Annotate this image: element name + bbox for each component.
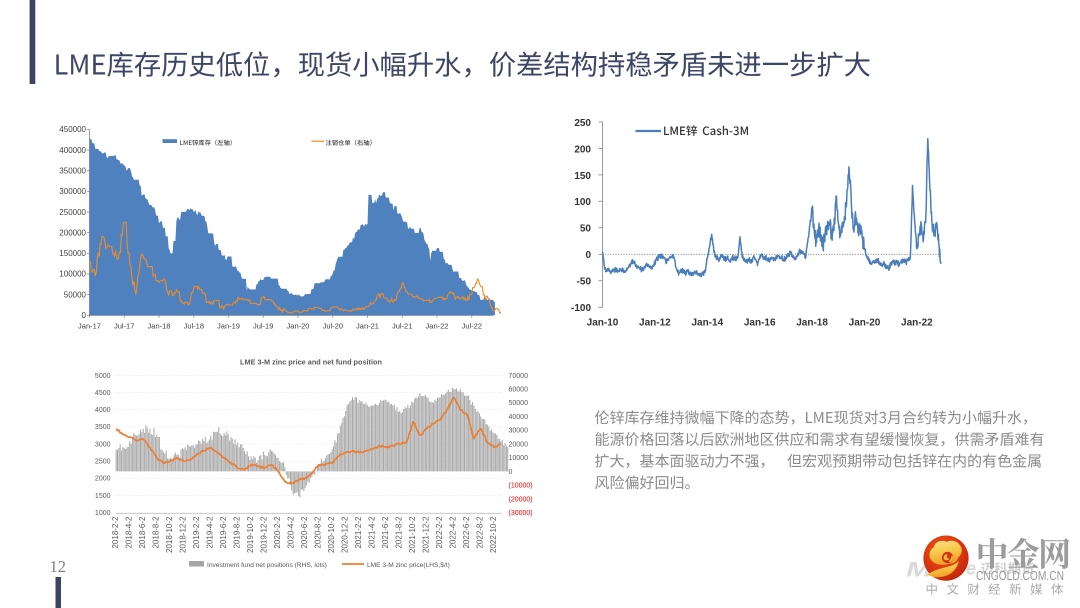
svg-text:Jul-19: Jul-19 — [253, 321, 273, 330]
svg-text:2020-2-2: 2020-2-2 — [273, 516, 282, 549]
svg-text:Jan-12: Jan-12 — [639, 318, 671, 329]
svg-text:70000: 70000 — [509, 373, 529, 380]
svg-text:2021-4-2: 2021-4-2 — [367, 516, 376, 549]
svg-text:3500: 3500 — [95, 424, 111, 431]
svg-text:3000: 3000 — [95, 441, 111, 448]
svg-text:2020-8-2: 2020-8-2 — [313, 516, 322, 549]
svg-text:-100: -100 — [571, 303, 591, 314]
svg-text:450000: 450000 — [59, 125, 86, 134]
svg-text:Jan-19: Jan-19 — [217, 321, 240, 330]
svg-text:2022-6-2: 2022-6-2 — [462, 516, 471, 549]
svg-text:Jan-10: Jan-10 — [587, 318, 619, 329]
svg-text:2018-12-2: 2018-12-2 — [178, 516, 187, 553]
svg-text:2019-10-2: 2019-10-2 — [246, 516, 255, 553]
svg-text:2022-8-2: 2022-8-2 — [475, 516, 484, 549]
svg-text:2019-12-2: 2019-12-2 — [259, 516, 268, 553]
svg-text:2018-2-2: 2018-2-2 — [111, 516, 120, 549]
svg-text:Jan-16: Jan-16 — [744, 318, 776, 329]
svg-text:CNGOLD.COM.CN: CNGOLD.COM.CN — [976, 568, 1064, 583]
svg-text:2000: 2000 — [95, 476, 111, 483]
svg-text:Investment fund net positions: Investment fund net positions (RHS, lots… — [207, 562, 327, 569]
svg-text:Jul-21: Jul-21 — [392, 321, 412, 330]
svg-text:2018-8-2: 2018-8-2 — [151, 516, 160, 549]
svg-text:100000: 100000 — [59, 270, 86, 279]
svg-text:200000: 200000 — [59, 228, 86, 237]
svg-text:250000: 250000 — [59, 208, 86, 217]
svg-text:LME 3-M zinc price(LHS,$/t): LME 3-M zinc price(LHS,$/t) — [367, 562, 450, 569]
svg-text:Jan-18: Jan-18 — [796, 318, 828, 329]
svg-text:2018-6-2: 2018-6-2 — [138, 516, 147, 549]
svg-text:2020-10-2: 2020-10-2 — [327, 516, 336, 553]
svg-text:150000: 150000 — [59, 249, 86, 258]
svg-text:200: 200 — [574, 144, 591, 155]
svg-text:Jul-17: Jul-17 — [114, 321, 134, 330]
svg-text:Jan-20: Jan-20 — [849, 318, 881, 329]
svg-text:2020-6-2: 2020-6-2 — [300, 516, 309, 549]
svg-text:2022-2-2: 2022-2-2 — [435, 516, 444, 549]
svg-text:2019-6-2: 2019-6-2 — [219, 516, 228, 549]
svg-text:2021-10-2: 2021-10-2 — [408, 516, 417, 553]
svg-text:4500: 4500 — [95, 390, 111, 397]
svg-text:Jul-22: Jul-22 — [462, 321, 482, 330]
svg-text:100: 100 — [574, 197, 591, 208]
svg-text:2019-2-2: 2019-2-2 — [192, 516, 201, 549]
svg-text:e: e — [966, 559, 976, 579]
svg-text:250: 250 — [574, 118, 591, 129]
svg-text:300000: 300000 — [59, 187, 86, 196]
svg-text:Jan-20: Jan-20 — [287, 321, 310, 330]
svg-text:(10000): (10000) — [509, 483, 533, 490]
svg-text:12: 12 — [50, 557, 67, 576]
svg-text:2019-4-2: 2019-4-2 — [205, 516, 214, 549]
svg-text:2018-10-2: 2018-10-2 — [165, 516, 174, 553]
svg-text:Jan-17: Jan-17 — [78, 321, 101, 330]
svg-text:2500: 2500 — [95, 459, 111, 466]
svg-text:2021-12-2: 2021-12-2 — [421, 516, 430, 553]
svg-text:20000: 20000 — [509, 441, 529, 448]
svg-text:0: 0 — [82, 311, 87, 320]
svg-text:5000: 5000 — [95, 373, 111, 380]
svg-text:2021-2-2: 2021-2-2 — [354, 516, 363, 549]
svg-text:Jan-22: Jan-22 — [426, 321, 449, 330]
svg-text:50000: 50000 — [509, 400, 529, 407]
svg-text:-50: -50 — [577, 277, 592, 288]
svg-text:(30000): (30000) — [509, 510, 533, 517]
svg-text:(20000): (20000) — [509, 496, 533, 503]
svg-text:50000: 50000 — [64, 290, 87, 299]
svg-text:50: 50 — [580, 224, 592, 235]
svg-text:30000: 30000 — [509, 428, 529, 435]
svg-text:Jul-20: Jul-20 — [323, 321, 343, 330]
svg-text:4000: 4000 — [95, 407, 111, 414]
svg-text:2019-8-2: 2019-8-2 — [232, 516, 241, 549]
svg-text:1000: 1000 — [95, 510, 111, 517]
svg-text:60000: 60000 — [509, 387, 529, 394]
svg-text:LME 3-M zinc price and net fun: LME 3-M zinc price and net fund position — [240, 358, 382, 367]
svg-text:400000: 400000 — [59, 146, 86, 155]
svg-text:2022-4-2: 2022-4-2 — [448, 516, 457, 549]
svg-text:2018-4-2: 2018-4-2 — [124, 516, 133, 549]
svg-text:2021-6-2: 2021-6-2 — [381, 516, 390, 549]
svg-text:Jan-21: Jan-21 — [356, 321, 379, 330]
svg-text:0: 0 — [509, 469, 513, 476]
svg-text:2020-12-2: 2020-12-2 — [340, 516, 349, 553]
svg-text:Jul-18: Jul-18 — [184, 321, 204, 330]
svg-text:0: 0 — [585, 250, 591, 261]
svg-text:40000: 40000 — [509, 414, 529, 421]
svg-text:2021-8-2: 2021-8-2 — [394, 516, 403, 549]
svg-text:350000: 350000 — [59, 167, 86, 176]
svg-text:2020-4-2: 2020-4-2 — [286, 516, 295, 549]
svg-text:Jan-22: Jan-22 — [901, 318, 933, 329]
svg-text:Jan-18: Jan-18 — [148, 321, 171, 330]
svg-text:1500: 1500 — [95, 493, 111, 500]
svg-text:2022-10-2: 2022-10-2 — [489, 516, 498, 553]
svg-text:Jan-14: Jan-14 — [691, 318, 723, 329]
svg-text:10000: 10000 — [509, 455, 529, 462]
svg-text:150: 150 — [574, 171, 591, 182]
